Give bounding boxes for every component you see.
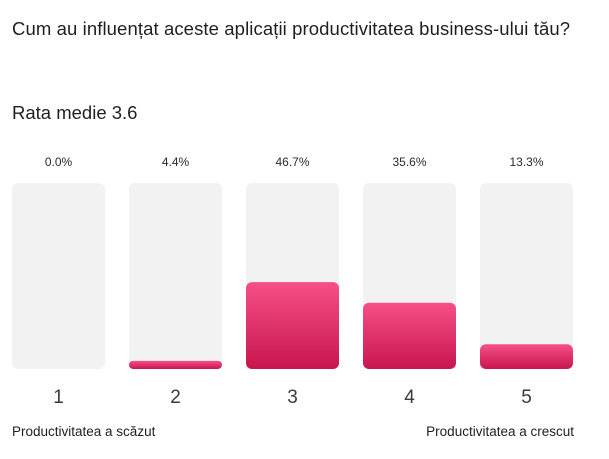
bar-value-label: 4.4% [162,155,190,169]
scale-high-label: Productivitatea a crescut [426,424,574,439]
category-label-5: 5 [521,387,532,408]
question-title: Cum au influențat aceste aplicații produ… [12,18,571,39]
bar-rating-5 [480,344,573,369]
scale-low-label: Productivitatea a scăzut [12,424,156,439]
bar-rating-3 [246,282,339,369]
bar-rating-4 [363,302,456,369]
category-label-3: 3 [287,387,298,408]
average-rating-label: Rata medie [12,102,107,123]
category-label-1: 1 [53,387,64,408]
category-label-4: 4 [404,387,415,408]
bar-track [129,183,222,369]
bar-track [480,183,573,369]
bar-rating-2 [129,360,222,369]
bar-value-label: 35.6% [392,155,426,169]
bar-value-label: 0.0% [45,155,73,169]
bar-value-label: 13.3% [509,155,543,169]
average-rating-value: 3.6 [111,102,138,123]
bar-value-label: 46.7% [275,155,309,169]
bar-track [12,183,105,369]
average-rating: Rata medie 3.6 [12,100,137,126]
category-label-2: 2 [170,387,181,408]
